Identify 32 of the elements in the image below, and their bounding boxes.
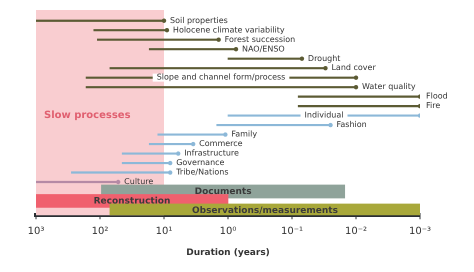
y-tick-label: Land cover (331, 63, 376, 72)
y-tick-label: NAO/ENSO (242, 44, 285, 54)
y-tick-label: Drought (308, 54, 340, 63)
y-tick-label: Individual (304, 110, 344, 120)
y-tick-label: Slope and channel form/process (156, 72, 286, 82)
bar (298, 96, 420, 98)
y-tick-label: Tribe/Nations (175, 168, 228, 177)
y-tick-label: Water quality (362, 82, 416, 92)
y-tick-label: Forest succession (224, 34, 296, 44)
y-tick-label: Culture (124, 177, 154, 186)
y-tick-label: Fire (426, 101, 440, 110)
y-tick-label: Family (231, 130, 258, 139)
y-tick-label: Observations/measurements (192, 206, 338, 216)
y-tick-label: Soil properties (170, 16, 228, 25)
x-tick-label: 10⁻² (344, 226, 368, 237)
y-tick-label: Governance (176, 158, 225, 168)
x-tick-label: 10⁻³ (408, 226, 432, 237)
y-tick-label: Flood (426, 92, 448, 101)
y-tick-label: Holocene climate variability (172, 25, 285, 34)
y-tick-label: Documents (194, 186, 252, 197)
y-tick-label: Infrastructure (184, 148, 240, 158)
y-tick-label: Commerce (199, 139, 243, 148)
x-tick-label: 10⁰ (220, 226, 236, 237)
x-tick-label: 10² (92, 226, 108, 237)
bar (298, 105, 420, 108)
x-tick-label: 10⁻¹ (280, 226, 304, 237)
x-tick-label: 10¹ (156, 226, 172, 237)
y-tick-label: Reconstruction (94, 196, 170, 206)
x-tick-label: 10³ (28, 226, 44, 237)
x-axis-title: Duration (years) (186, 248, 270, 258)
y-tick-label: Fashion (336, 120, 367, 130)
band-label: Slow processes (44, 110, 131, 122)
